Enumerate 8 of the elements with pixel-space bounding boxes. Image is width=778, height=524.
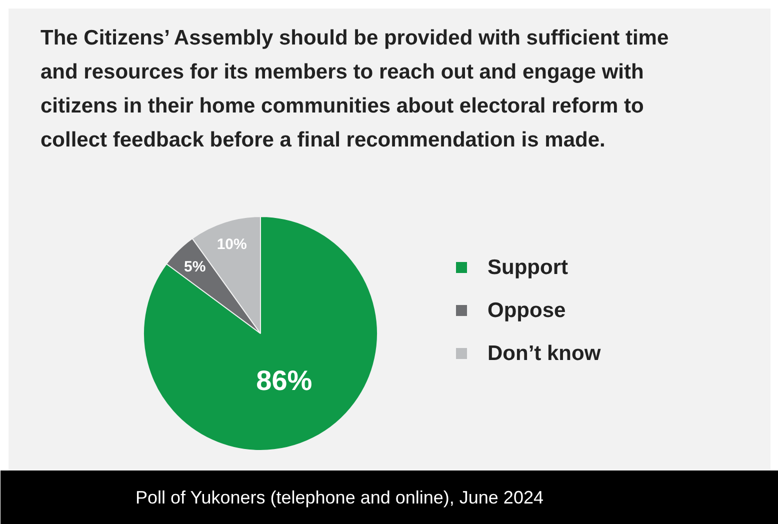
legend-label: Oppose bbox=[488, 299, 566, 322]
legend-label: Don’t know bbox=[488, 342, 602, 365]
text: Poll of Yukoners (telephone and online), June 2024 bbox=[136, 488, 544, 508]
data-label: 5% bbox=[184, 258, 206, 276]
data-label: 86% bbox=[256, 365, 312, 396]
chart-title: The Citizens’ Assembly should be provided with sufficient time and resources for its members to reach out and engage with citizens in their home communities about electoral reform to collect feedback before a final recommendation is made. bbox=[40, 26, 669, 152]
legend-label: Support bbox=[488, 256, 568, 279]
data-label: 10% bbox=[216, 236, 247, 253]
